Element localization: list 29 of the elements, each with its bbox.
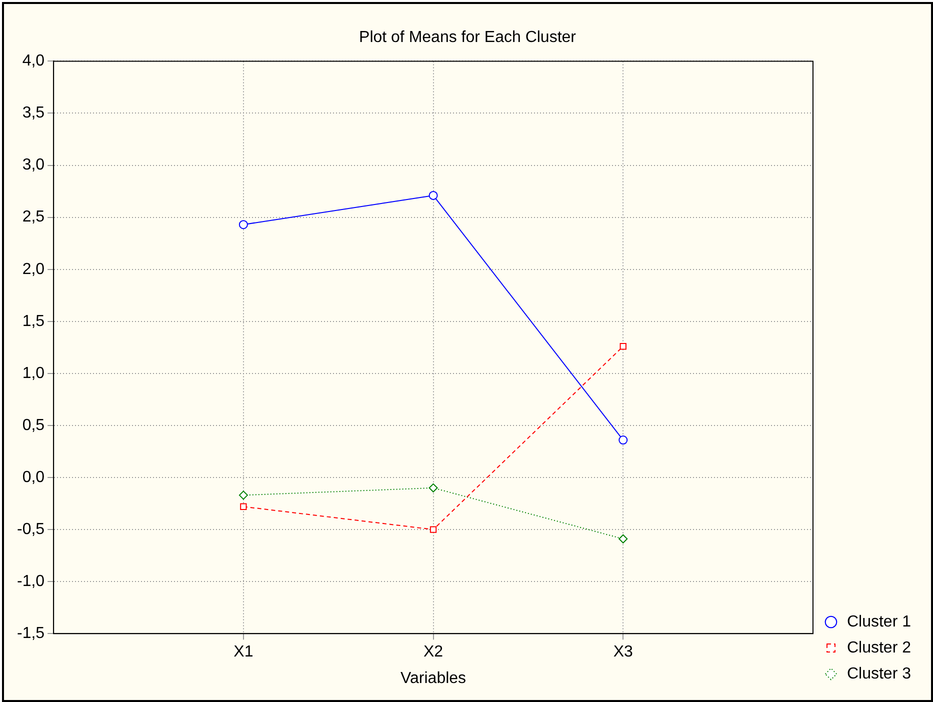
point: [238, 490, 248, 500]
y-tick-label: 0,5: [22, 416, 45, 434]
x-tick-label: X3: [613, 644, 634, 661]
x-axis-title: Variables: [400, 670, 466, 687]
y-tick-label: 3,5: [22, 104, 45, 122]
point: [430, 526, 437, 533]
x-tick-label: X2: [423, 644, 444, 661]
point: [618, 534, 628, 544]
chart-title: Plot of Means for Each Cluster: [359, 29, 577, 46]
legend-label: Cluster 1: [846, 613, 912, 630]
x-tick-label: X1: [234, 644, 254, 661]
y-tick-label: 2,0: [22, 260, 45, 278]
y-tick-label: -0,5: [16, 520, 45, 538]
legend-label: Cluster 3: [846, 665, 912, 682]
legend-label: Cluster 2: [846, 639, 912, 656]
y-tick-label: -1,5: [16, 625, 45, 642]
point: [618, 436, 628, 445]
y-tick-label: 4,0: [22, 52, 45, 70]
y-tick-label: 0,0: [22, 468, 45, 486]
y-tick-label: 1,0: [22, 364, 45, 382]
y-tick-label: 2,5: [22, 208, 45, 226]
point: [240, 503, 247, 510]
y-tick-label: 3,0: [22, 156, 45, 174]
y-tick-label: -1,0: [16, 572, 45, 590]
point: [238, 220, 248, 230]
y-tick-label: 1,5: [22, 312, 45, 330]
point: [428, 190, 438, 200]
point: [620, 343, 626, 350]
point: [428, 483, 438, 492]
